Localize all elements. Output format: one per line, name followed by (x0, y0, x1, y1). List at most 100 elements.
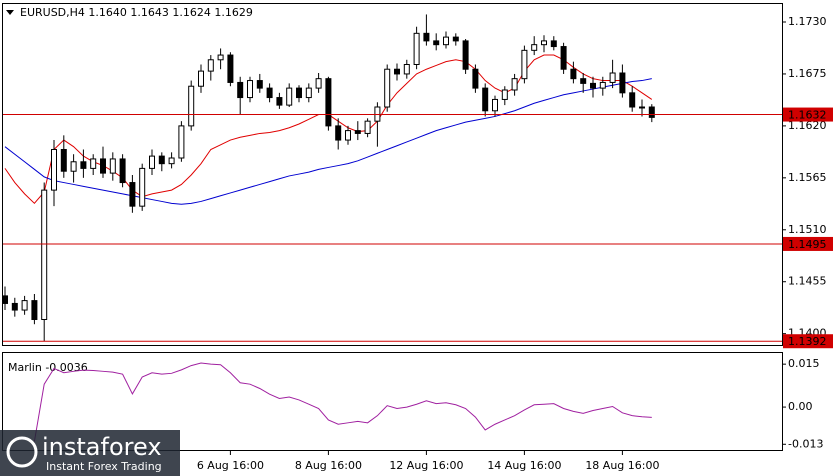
candle-body (207, 59, 214, 72)
main-panel (2, 3, 783, 346)
candle-body (619, 72, 626, 94)
candle-body (109, 158, 116, 174)
candle-body (511, 78, 518, 91)
indicator-panel (2, 352, 783, 451)
watermark-tagline: Instant Forex Trading (46, 460, 162, 473)
level-label: 1.1495 (788, 238, 827, 251)
candle-body (60, 149, 67, 172)
candle-body (570, 68, 577, 80)
y-tick-label: 1.1565 (788, 171, 827, 184)
indicator-title: Marlin -0.0036 (8, 361, 88, 374)
candle-body (198, 70, 204, 87)
candle-body (501, 89, 508, 100)
candle-body (482, 87, 489, 112)
candle-body (345, 130, 351, 141)
candle-body (286, 87, 293, 106)
candle-body (90, 158, 97, 169)
candle-body (51, 149, 57, 191)
y-tick-label: 1.1620 (788, 119, 827, 132)
candle-body (394, 68, 400, 75)
candle-body (305, 87, 312, 99)
y-tick-label: 1.1510 (788, 223, 827, 236)
candle-body (354, 130, 361, 134)
y-tick-label: 1.1455 (788, 275, 827, 288)
candle-body (433, 40, 440, 46)
candle-body (580, 78, 587, 84)
candle-body (139, 167, 146, 207)
candle-body (168, 157, 175, 165)
candle-body (521, 49, 528, 80)
candle-body (149, 155, 155, 169)
level-label: 1.1392 (788, 335, 827, 348)
watermark-bg (0, 430, 180, 476)
candle-body (648, 106, 655, 118)
level-label-box (783, 334, 833, 349)
candle-body (639, 106, 645, 109)
candle-body (531, 44, 538, 51)
candle-body (541, 40, 547, 46)
candle-body (443, 36, 449, 46)
watermark: instaforex Instant Forex Trading (0, 430, 180, 476)
x-tick-label: 18 Aug 16:00 (585, 459, 659, 472)
y-tick-label: -0.013 (788, 437, 823, 450)
candle-body (178, 125, 185, 159)
candle-body (256, 80, 263, 89)
level-label-box (783, 236, 833, 251)
candle-body (247, 80, 253, 99)
candle-body (403, 64, 410, 75)
candle-body (550, 40, 557, 48)
candle-body (315, 78, 322, 89)
chart-title: EURUSD,H4 1.1640 1.1643 1.1624 1.1629 (20, 6, 253, 19)
candle-body (609, 72, 616, 83)
x-tick-label: 6 Aug 16:00 (197, 459, 264, 472)
candle-body (423, 32, 430, 42)
candle-body (129, 182, 136, 207)
candle-body (31, 300, 38, 321)
candle-body (227, 54, 234, 83)
candle-body (590, 82, 596, 89)
candle-body (560, 46, 567, 70)
candle-body (2, 295, 8, 304)
watermark-logo (6, 436, 38, 468)
level-label-box (783, 107, 833, 122)
candle-body (384, 68, 391, 108)
candle-body (335, 125, 342, 141)
candle-body (266, 87, 273, 99)
candle-body (472, 68, 479, 89)
level-label: 1.1632 (788, 109, 827, 122)
x-tick-label: 14 Aug 16:00 (487, 459, 561, 472)
candle-body (452, 36, 459, 42)
candle-body (70, 161, 77, 172)
candle-body (217, 54, 224, 61)
candle-body (325, 78, 332, 127)
menu-arrow[interactable] (6, 10, 14, 15)
candle-body (188, 85, 195, 127)
x-tick-label: 8 Aug 16:00 (295, 459, 362, 472)
candle-body (21, 300, 28, 311)
candle-body (100, 158, 106, 174)
candle-body (41, 189, 48, 320)
candle-body (462, 40, 469, 70)
candle-body (158, 155, 165, 165)
y-tick-label: 0.015 (788, 357, 820, 370)
y-tick-label: 0.00 (788, 400, 813, 413)
candle-body (492, 98, 498, 112)
candle-body (237, 81, 244, 99)
candle-body (119, 158, 126, 184)
x-tick-label: 12 Aug 16:00 (389, 459, 463, 472)
candle-body (413, 32, 420, 65)
candle-body (364, 120, 371, 134)
watermark-brand: instaforex (42, 433, 162, 461)
candle-body (276, 97, 283, 106)
candle-body (629, 92, 636, 108)
y-tick-label: 1.1730 (788, 15, 827, 28)
candle-body (599, 81, 606, 89)
candle-body (11, 302, 18, 311)
candle-body (296, 87, 302, 99)
moving-average (4, 78, 652, 205)
candle-body (80, 161, 87, 169)
indicator-line (33, 362, 652, 442)
y-tick-label: 1.1675 (788, 67, 827, 80)
